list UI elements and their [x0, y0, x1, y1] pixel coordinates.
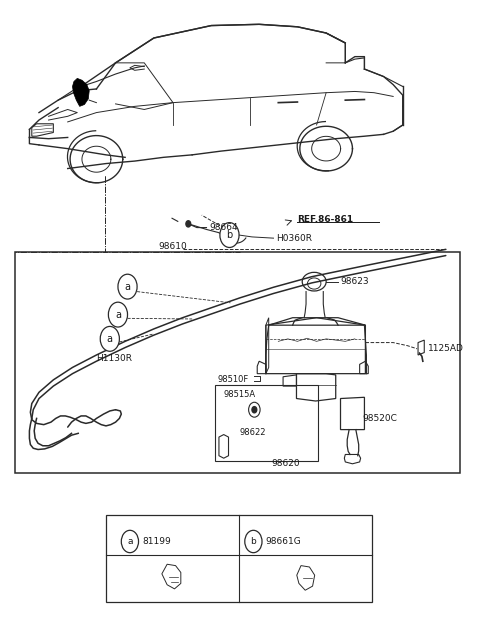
- Text: 98622: 98622: [239, 427, 265, 437]
- Polygon shape: [72, 78, 89, 107]
- Circle shape: [252, 407, 257, 413]
- Text: 81199: 81199: [142, 537, 170, 546]
- Text: 98623: 98623: [340, 277, 369, 286]
- Text: REF.86-861: REF.86-861: [298, 215, 354, 224]
- Text: 98515A: 98515A: [224, 390, 256, 399]
- Text: 98664: 98664: [209, 223, 238, 232]
- Circle shape: [108, 302, 128, 327]
- Text: a: a: [115, 310, 121, 320]
- Bar: [15, 252, 460, 473]
- Bar: [106, 515, 372, 602]
- Text: 98610: 98610: [158, 242, 187, 251]
- Text: 1125AD: 1125AD: [428, 345, 464, 353]
- Text: b: b: [227, 230, 233, 240]
- Text: 98510F: 98510F: [217, 376, 248, 384]
- Text: a: a: [107, 334, 113, 344]
- Circle shape: [121, 530, 139, 553]
- Text: H1130R: H1130R: [96, 354, 132, 363]
- Circle shape: [220, 222, 239, 247]
- Text: H0360R: H0360R: [276, 234, 312, 242]
- Circle shape: [118, 274, 137, 299]
- Bar: [215, 385, 318, 460]
- Circle shape: [245, 530, 262, 553]
- Text: a: a: [124, 282, 131, 292]
- Text: 98520C: 98520C: [362, 414, 397, 423]
- Text: a: a: [127, 537, 132, 546]
- Circle shape: [186, 221, 191, 227]
- Text: 98661G: 98661G: [265, 537, 301, 546]
- Text: 98620: 98620: [271, 459, 300, 468]
- Circle shape: [100, 326, 120, 351]
- Text: b: b: [251, 537, 256, 546]
